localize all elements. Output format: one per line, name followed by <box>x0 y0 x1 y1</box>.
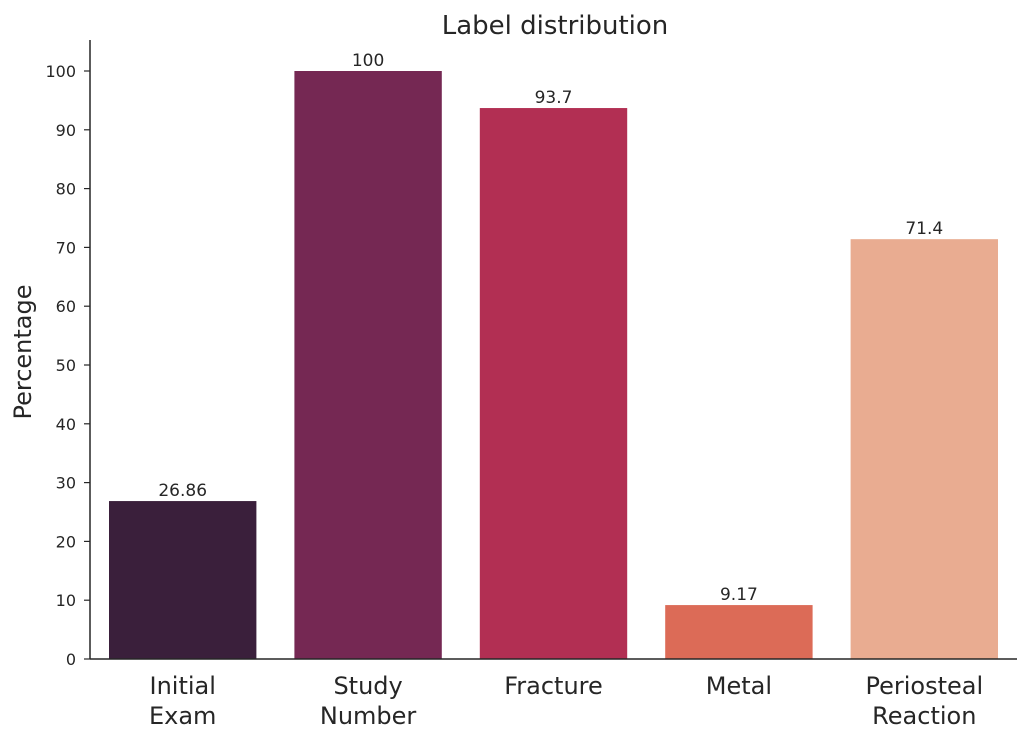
bar <box>109 501 257 659</box>
data-label: 9.17 <box>720 585 758 605</box>
x-tick-label: Metal <box>706 672 772 700</box>
chart-title: Label distribution <box>442 11 669 41</box>
x-tick-label: Fracture <box>504 672 603 700</box>
data-label: 93.7 <box>535 88 573 108</box>
x-tick-label: Study <box>333 672 402 700</box>
y-tick-label: 20 <box>56 532 76 551</box>
data-label: 100 <box>352 51 384 71</box>
bar <box>850 239 998 659</box>
x-tick-label: Exam <box>149 702 216 730</box>
x-tick-label: Reaction <box>872 702 976 730</box>
data-label: 71.4 <box>905 219 943 239</box>
y-tick-label: 50 <box>56 356 76 375</box>
y-axis-label: Percentage <box>9 284 37 419</box>
y-tick-label: 40 <box>56 415 76 434</box>
x-tick-label: Number <box>320 702 417 730</box>
x-tick-label: Periosteal <box>865 672 983 700</box>
bar <box>479 108 628 659</box>
x-tick-label: Initial <box>149 672 215 700</box>
y-tick-label: 60 <box>56 297 76 316</box>
y-tick-label: 30 <box>56 474 76 493</box>
bar <box>294 71 442 659</box>
y-tick-label: 80 <box>56 180 76 199</box>
data-label: 26.86 <box>158 481 207 501</box>
y-tick-label: 10 <box>56 591 76 610</box>
y-tick-label: 0 <box>66 650 76 669</box>
y-tick-label: 70 <box>56 238 76 257</box>
y-tick-label: 90 <box>56 121 76 140</box>
bar <box>665 605 813 659</box>
y-tick-label: 100 <box>45 62 76 81</box>
